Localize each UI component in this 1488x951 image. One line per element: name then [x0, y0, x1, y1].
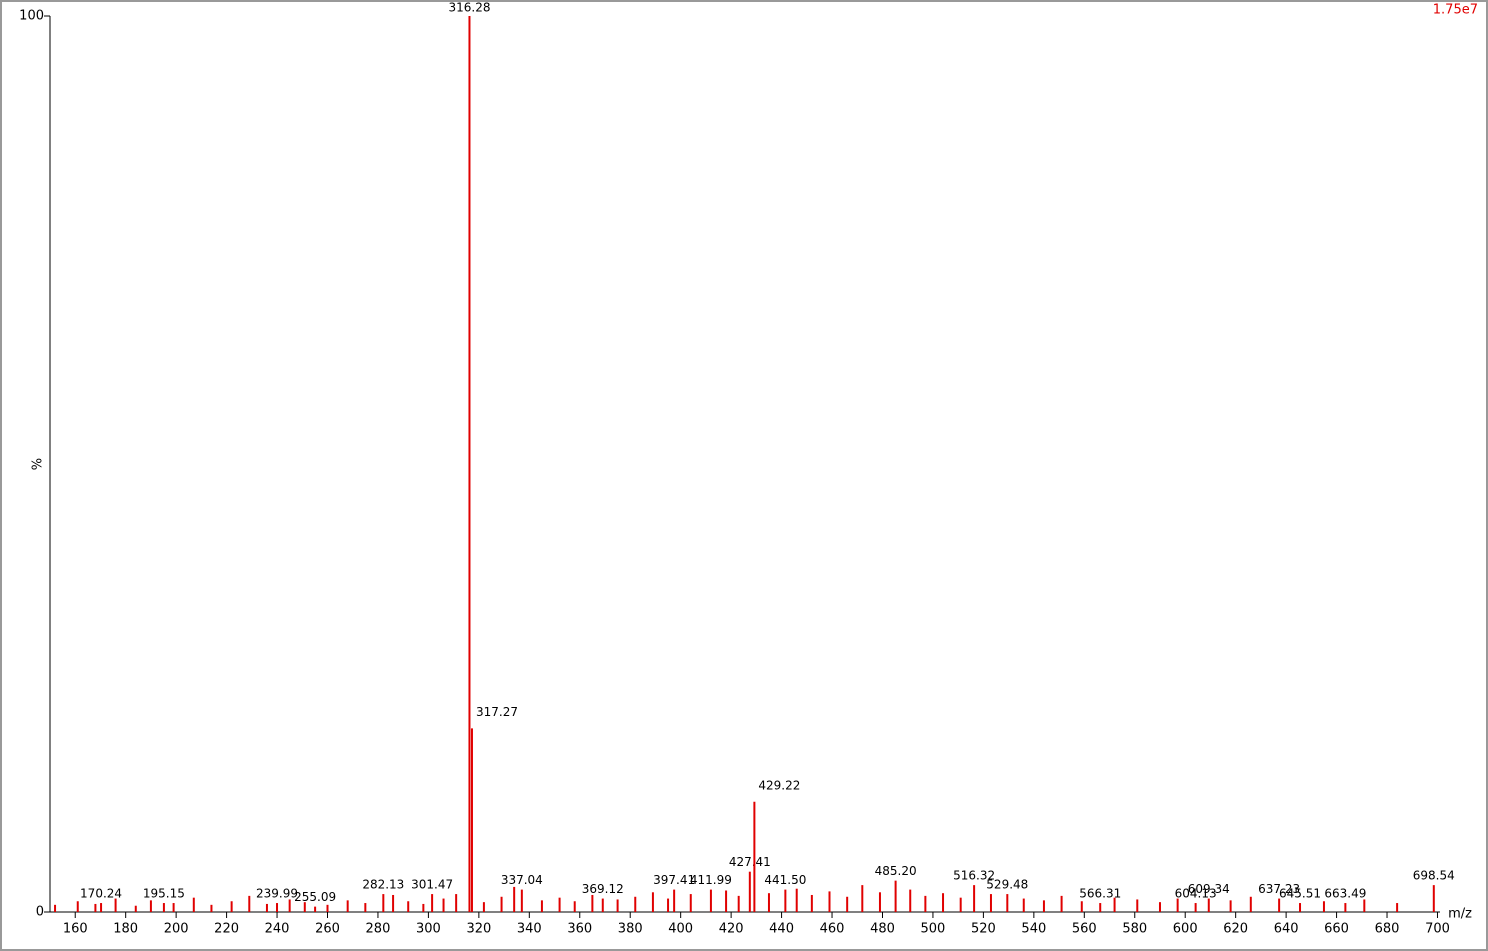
- peak-label: 397.41: [653, 873, 695, 887]
- peak-label: 663.49: [1324, 887, 1366, 901]
- peak-label: 645.51: [1279, 887, 1321, 901]
- x-tick-label: 200: [164, 922, 189, 937]
- peak-label: 529.48: [986, 878, 1028, 892]
- x-tick-label: 640: [1274, 922, 1299, 937]
- peak-label: 485.20: [875, 864, 917, 878]
- peak-label: 429.22: [758, 778, 800, 792]
- x-tick-label: 240: [265, 922, 290, 937]
- x-axis-label: m/z: [1448, 907, 1472, 922]
- peak-label: 516.32: [953, 869, 995, 883]
- x-tick-label: 620: [1223, 922, 1248, 937]
- x-tick-label: 300: [416, 922, 441, 937]
- x-tick-label: 580: [1122, 922, 1147, 937]
- peak-label: 441.50: [764, 873, 806, 887]
- x-tick-label: 700: [1425, 922, 1450, 937]
- y-tick-label: 0: [36, 905, 44, 920]
- x-tick-label: 420: [719, 922, 744, 937]
- x-tick-label: 180: [113, 922, 138, 937]
- peak-label: 427.41: [729, 855, 771, 869]
- x-tick-label: 460: [820, 922, 845, 937]
- peak-label: 637.23: [1258, 882, 1300, 896]
- peak-label: 411.99: [690, 873, 732, 887]
- x-tick-label: 220: [214, 922, 239, 937]
- x-tick-label: 360: [567, 922, 592, 937]
- y-tick-label: 100: [19, 9, 44, 24]
- peak-label: 337.04: [501, 873, 543, 887]
- peak-label: 604.13: [1175, 887, 1217, 901]
- x-tick-label: 260: [315, 922, 340, 937]
- peak-label: 301.47: [411, 878, 453, 892]
- x-tick-label: 540: [1021, 922, 1046, 937]
- x-tick-label: 660: [1324, 922, 1349, 937]
- y-axis-label: %: [31, 458, 46, 470]
- peak-label: 566.31: [1079, 887, 1121, 901]
- peak-label: 609.34: [1188, 882, 1230, 896]
- peak-label: 255.09: [294, 890, 336, 904]
- peak-label: 698.54: [1413, 869, 1455, 883]
- x-tick-label: 600: [1173, 922, 1198, 937]
- peak-label: 239.99: [256, 887, 298, 901]
- x-tick-label: 160: [63, 922, 88, 937]
- x-tick-label: 560: [1072, 922, 1097, 937]
- x-tick-label: 340: [517, 922, 542, 937]
- peak-label: 282.13: [362, 878, 404, 892]
- x-tick-label: 480: [870, 922, 895, 937]
- peak-label: 317.27: [476, 705, 518, 719]
- x-tick-label: 680: [1375, 922, 1400, 937]
- x-tick-label: 440: [769, 922, 794, 937]
- annotation: 1.75e7: [1433, 3, 1478, 18]
- x-tick-label: 280: [366, 922, 391, 937]
- peak-label: 170.24: [80, 887, 122, 901]
- x-tick-label: 400: [668, 922, 693, 937]
- peak-label: 195.15: [143, 887, 185, 901]
- peak-label: 369.12: [582, 882, 624, 896]
- x-tick-label: 520: [971, 922, 996, 937]
- x-tick-label: 500: [921, 922, 946, 937]
- peak-label: 316.28: [448, 1, 490, 15]
- x-tick-label: 320: [466, 922, 491, 937]
- x-tick-label: 380: [618, 922, 643, 937]
